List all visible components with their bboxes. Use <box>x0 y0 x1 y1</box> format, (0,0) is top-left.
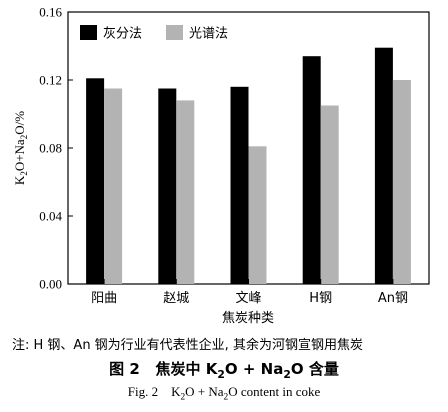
bar-spectral-4 <box>392 80 411 284</box>
chart: 0.00 0.04 0.08 0.12 0.16 阳曲 赵城 文峰 H钢 An钢 灰分法 光谱法… <box>12 5 430 326</box>
bar-spectral-3 <box>320 105 339 284</box>
figure-note: 注: H 钢、An 钢为行业有代表性企业, 其余为河钢宣钢用焦炭 <box>12 338 363 353</box>
figure-caption-en: Fig. 2 K2O + Na2O content in coke <box>127 384 321 403</box>
y-ticks: 0.00 0.04 0.08 0.12 0.16 <box>39 5 73 292</box>
x-tick-label: An钢 <box>378 291 408 306</box>
bar-ash-0 <box>86 78 105 284</box>
bar-ash-4 <box>374 47 393 285</box>
x-axis-label: 焦炭种类 <box>222 311 274 326</box>
bar-spectral-2 <box>248 146 267 284</box>
y-tick-label: 0.08 <box>39 141 62 156</box>
x-tick-label: H钢 <box>309 291 332 306</box>
legend-swatch-1 <box>80 25 97 40</box>
legend-swatch-2 <box>166 25 183 40</box>
bar-spectral-1 <box>176 100 195 285</box>
legend-label-1: 灰分法 <box>103 27 142 42</box>
y-tick-label: 0.12 <box>39 73 62 88</box>
figure-caption-cn: 图 2 焦炭中 K2O + Na2O 含量 <box>109 360 339 381</box>
legend: 灰分法 光谱法 <box>80 25 228 42</box>
bar-ash-2 <box>230 86 249 284</box>
y-tick-label: 0.16 <box>39 5 62 20</box>
bar-spectral-0 <box>104 88 123 284</box>
legend-label-2: 光谱法 <box>189 27 228 42</box>
y-tick-label: 0.00 <box>39 277 62 292</box>
bar-ash-3 <box>302 56 321 285</box>
x-tick-label: 文峰 <box>235 291 261 306</box>
bar-ash-1 <box>158 88 177 284</box>
y-tick-label: 0.04 <box>39 209 62 224</box>
bars-layer <box>86 47 411 285</box>
x-ticks: 阳曲 赵城 文峰 H钢 An钢 <box>91 279 408 306</box>
x-tick-label: 赵城 <box>163 291 189 306</box>
x-tick-label: 阳曲 <box>91 291 117 306</box>
y-axis-label: K2O+Na2O/% <box>12 111 29 185</box>
